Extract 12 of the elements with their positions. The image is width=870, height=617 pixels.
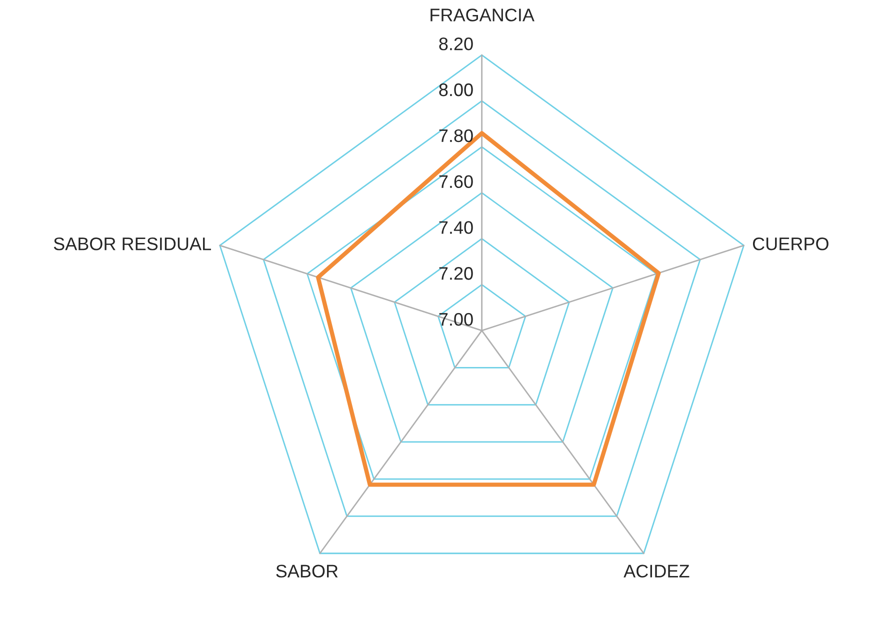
- spoke-label: ACIDEZ: [624, 564, 690, 578]
- y-tick-label: 7.60: [439, 175, 473, 188]
- spoke-label: SABOR: [276, 564, 338, 578]
- y-tick-label: 8.20: [439, 38, 473, 50]
- spoke-label: CUERPO: [752, 237, 828, 250]
- y-tick-label: 7.00: [439, 312, 473, 326]
- y-tick-label: 7.20: [439, 267, 473, 280]
- y-tick-label: 8.00: [439, 83, 473, 96]
- y-tick-label: 7.80: [439, 129, 473, 142]
- y-tick-label: 7.40: [439, 221, 473, 234]
- spoke-label: SABOR RESIDUAL: [54, 237, 211, 250]
- spoke-label: FRAGANCIA: [430, 8, 534, 22]
